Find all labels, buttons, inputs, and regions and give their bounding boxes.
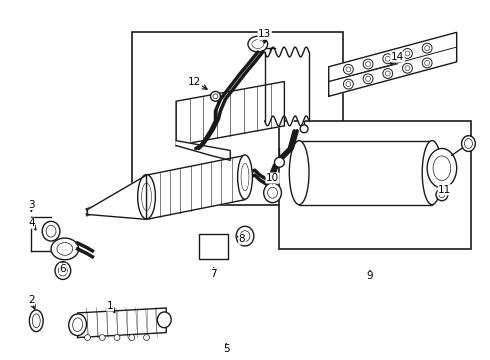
Text: 13: 13 xyxy=(258,29,271,39)
Ellipse shape xyxy=(289,141,309,204)
Ellipse shape xyxy=(58,265,67,276)
Ellipse shape xyxy=(240,231,250,242)
Bar xyxy=(199,234,228,259)
Ellipse shape xyxy=(268,188,277,198)
Bar xyxy=(279,121,471,249)
Circle shape xyxy=(402,63,413,73)
Circle shape xyxy=(383,54,392,64)
Circle shape xyxy=(436,189,448,201)
Polygon shape xyxy=(147,156,245,219)
Text: 6: 6 xyxy=(60,264,66,274)
Ellipse shape xyxy=(69,314,87,336)
Circle shape xyxy=(422,43,432,53)
Ellipse shape xyxy=(433,156,451,180)
Circle shape xyxy=(439,192,445,198)
Circle shape xyxy=(422,58,432,68)
Ellipse shape xyxy=(57,243,73,255)
Ellipse shape xyxy=(264,183,281,203)
Circle shape xyxy=(99,334,105,341)
Ellipse shape xyxy=(157,312,171,328)
Circle shape xyxy=(366,62,370,67)
Circle shape xyxy=(363,59,373,69)
Ellipse shape xyxy=(252,40,264,49)
Circle shape xyxy=(385,56,390,61)
Text: 11: 11 xyxy=(438,185,451,195)
Circle shape xyxy=(402,49,413,58)
Text: 5: 5 xyxy=(223,345,230,354)
Ellipse shape xyxy=(248,36,268,52)
Polygon shape xyxy=(88,175,147,219)
Ellipse shape xyxy=(427,148,457,188)
Circle shape xyxy=(274,157,284,167)
Circle shape xyxy=(129,334,135,341)
Circle shape xyxy=(363,74,373,84)
Ellipse shape xyxy=(462,136,475,152)
Circle shape xyxy=(343,64,353,74)
Text: 10: 10 xyxy=(266,173,279,183)
Circle shape xyxy=(300,125,308,133)
Ellipse shape xyxy=(422,141,442,204)
Text: 1: 1 xyxy=(107,301,113,311)
Polygon shape xyxy=(176,141,230,160)
Circle shape xyxy=(405,51,410,56)
Text: 12: 12 xyxy=(188,77,201,86)
Polygon shape xyxy=(176,82,284,145)
Polygon shape xyxy=(77,308,166,338)
Ellipse shape xyxy=(42,221,60,241)
Circle shape xyxy=(84,334,91,341)
Circle shape xyxy=(114,334,120,341)
Ellipse shape xyxy=(46,225,56,237)
Ellipse shape xyxy=(32,314,40,328)
Circle shape xyxy=(144,334,149,341)
Circle shape xyxy=(213,94,218,99)
Ellipse shape xyxy=(142,183,151,211)
Circle shape xyxy=(211,91,220,101)
Ellipse shape xyxy=(138,175,155,219)
Polygon shape xyxy=(329,32,457,96)
Circle shape xyxy=(343,79,353,89)
Ellipse shape xyxy=(465,139,472,148)
Text: 7: 7 xyxy=(210,269,217,279)
Circle shape xyxy=(385,71,390,76)
Ellipse shape xyxy=(241,163,249,191)
Text: 9: 9 xyxy=(367,271,373,282)
Ellipse shape xyxy=(238,155,252,199)
Circle shape xyxy=(366,76,370,81)
Ellipse shape xyxy=(73,318,82,332)
Ellipse shape xyxy=(236,226,254,246)
Ellipse shape xyxy=(51,238,78,260)
Circle shape xyxy=(346,82,351,86)
Bar xyxy=(132,32,343,204)
Circle shape xyxy=(405,66,410,71)
Ellipse shape xyxy=(29,310,43,332)
Text: 8: 8 xyxy=(239,234,245,244)
Circle shape xyxy=(346,67,351,72)
Text: 3: 3 xyxy=(28,199,35,210)
Ellipse shape xyxy=(55,262,71,279)
Circle shape xyxy=(425,60,430,66)
Circle shape xyxy=(425,46,430,51)
Circle shape xyxy=(383,69,392,78)
Bar xyxy=(299,141,432,204)
Text: 4: 4 xyxy=(28,218,35,228)
Text: 14: 14 xyxy=(391,52,404,62)
Text: 2: 2 xyxy=(28,295,35,305)
